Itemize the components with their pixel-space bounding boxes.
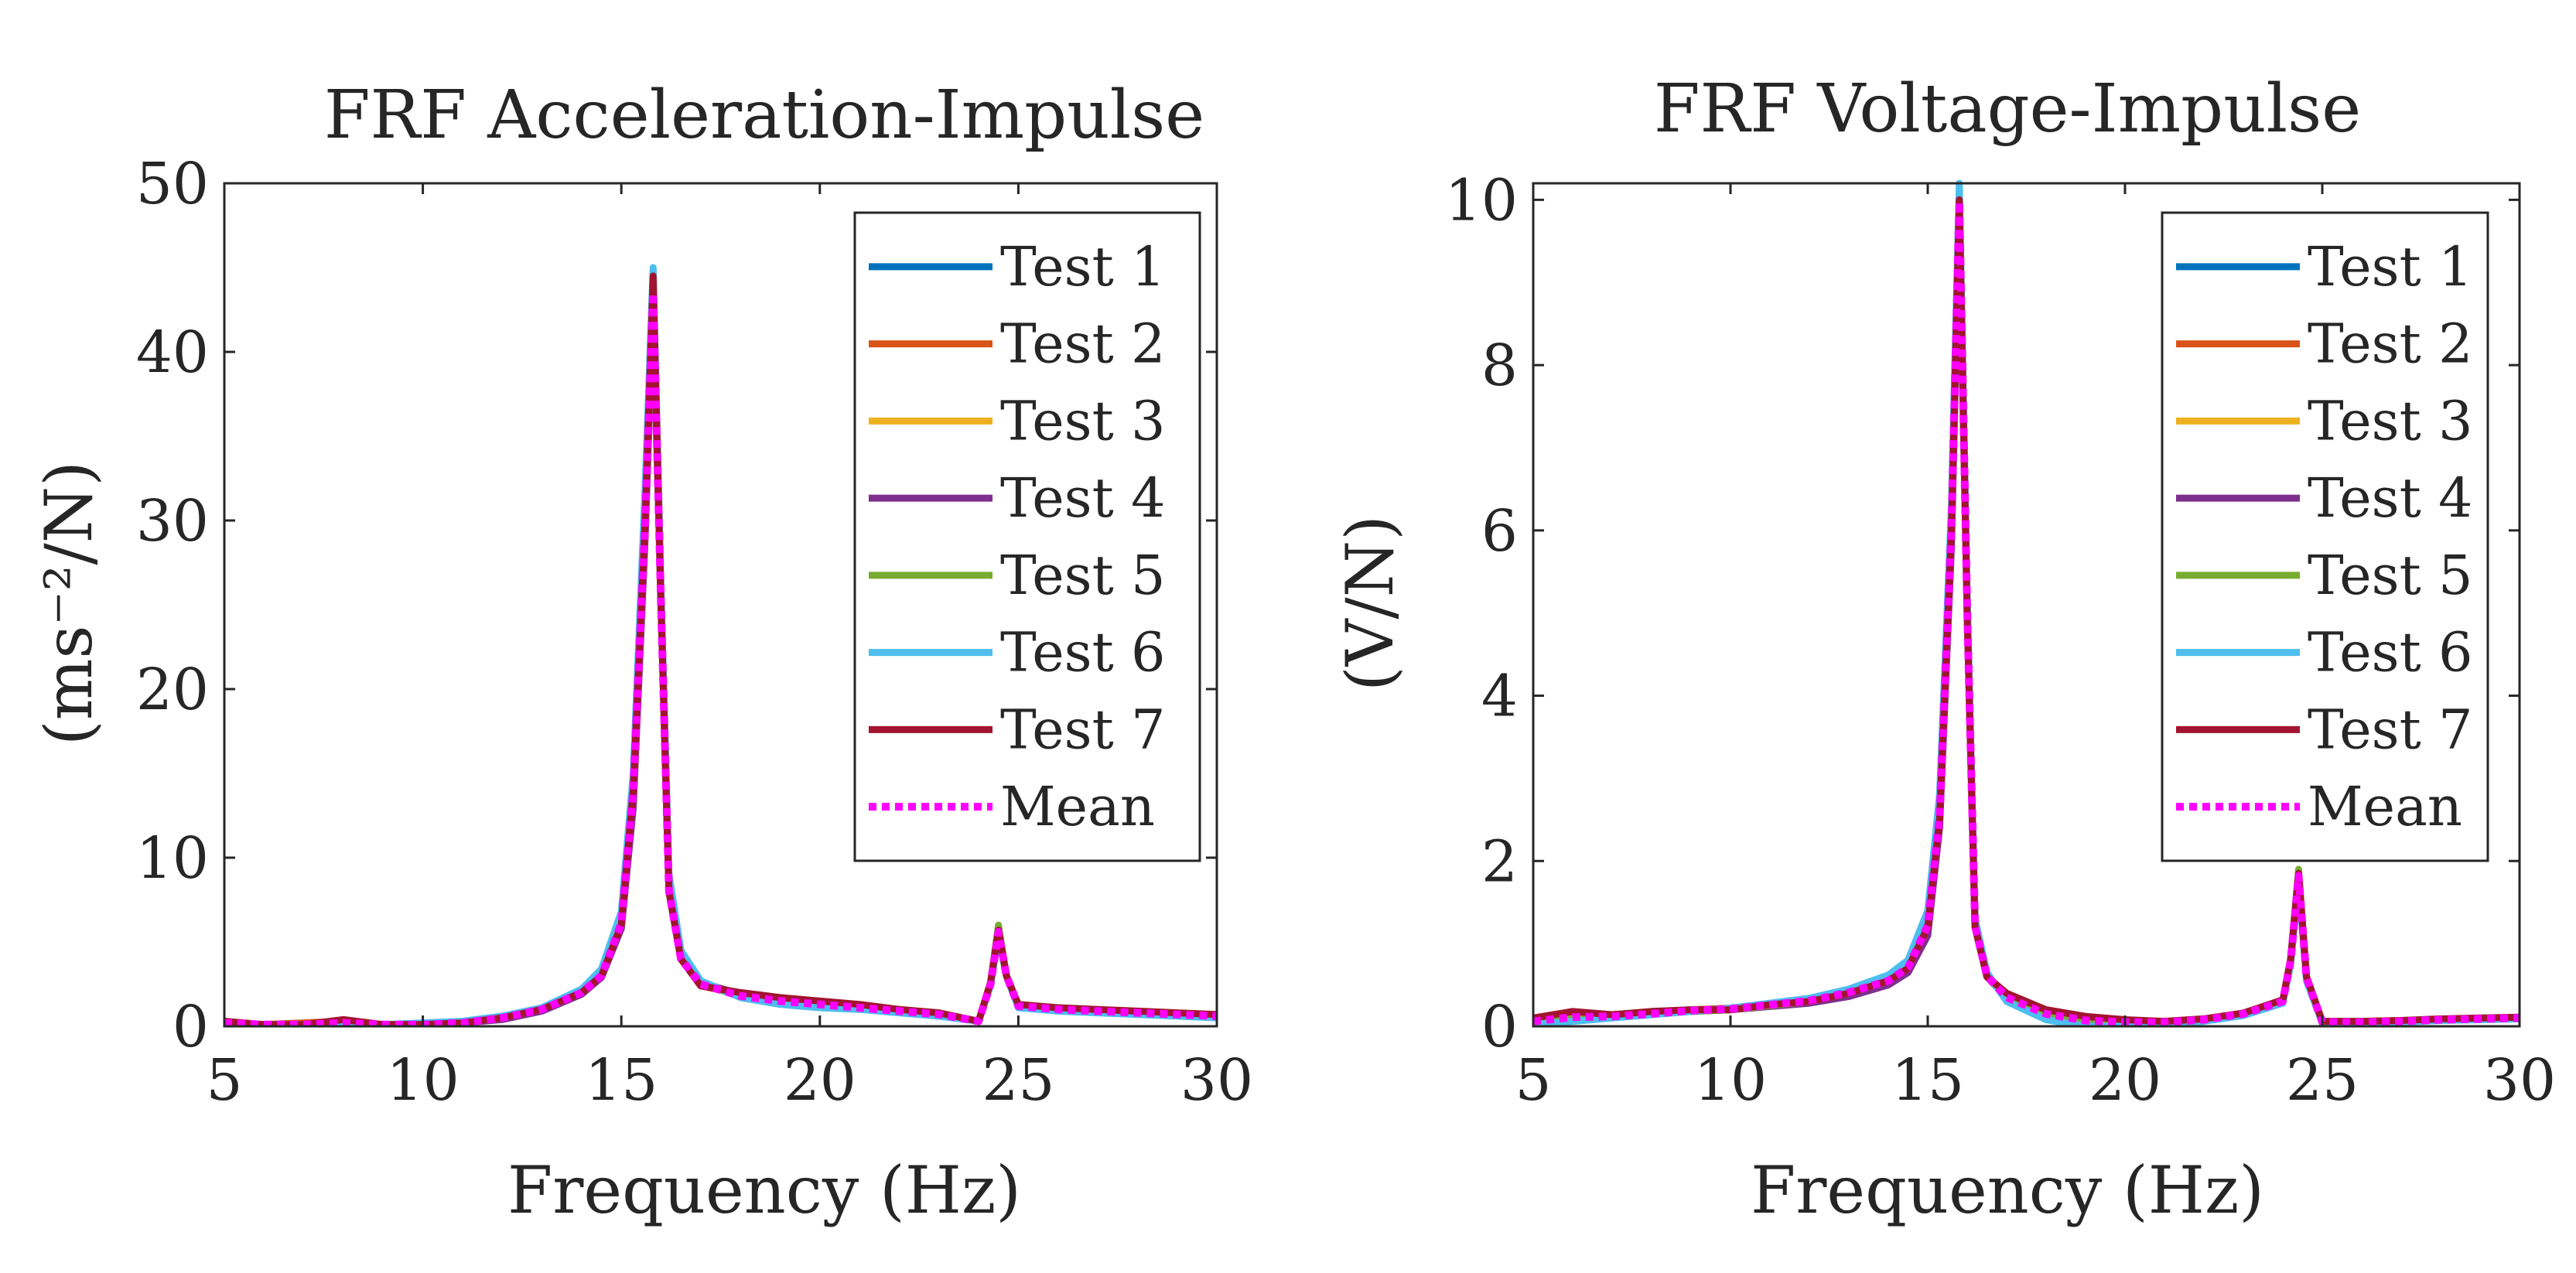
y-tick-label: 8 — [1481, 333, 1518, 399]
y-tick-label: 10 — [1445, 167, 1518, 234]
x-axis-label-text: Frequency (Hz) — [1751, 1152, 2264, 1228]
y-axis-label: (V/N) — [1332, 515, 1408, 691]
legend-label: Test 4 — [2308, 466, 2473, 530]
series-group — [1533, 179, 2520, 1026]
legend-label: Test 5 — [2308, 544, 2473, 607]
axes-box — [1532, 182, 2521, 1028]
y-tick-label: 20 — [136, 657, 209, 723]
legend-label: Test 4 — [1000, 466, 1166, 530]
x-tick-label: 10 — [1694, 1047, 1767, 1114]
x-tick-label: 25 — [2286, 1047, 2359, 1114]
legend-box — [2161, 211, 2489, 862]
x-tick-label: 15 — [1891, 1047, 1964, 1114]
legend-label: Test 7 — [1000, 698, 1166, 761]
legend-label: Test 2 — [2308, 312, 2473, 376]
y-tick-label: 0 — [1481, 994, 1518, 1060]
y-tick-label: 2 — [1481, 828, 1518, 895]
y-tick-label: 10 — [136, 825, 209, 892]
x-tick-label: 20 — [2089, 1047, 2161, 1114]
x-tick-label: 20 — [784, 1047, 856, 1114]
x-tick-label: 10 — [387, 1047, 460, 1114]
chart-title: FRF Acceleration-Impulse — [324, 77, 1204, 154]
legend-label: Test 3 — [2308, 389, 2473, 452]
y-tick-label: 40 — [136, 319, 209, 386]
series-line-mean — [1533, 197, 2520, 1026]
legend: Test 1 Test 2 Test 3 Test 4 Test 5 Test 6 Test… — [2161, 211, 2489, 862]
legend-label: Test 6 — [1000, 621, 1166, 684]
legend-label: Test 1 — [1000, 235, 1166, 299]
chart-voltage-impulse: FRF Voltage-Impulse Frequency (Hz) (V/N)… — [1332, 70, 2556, 1228]
y-tick-label: 30 — [136, 488, 209, 555]
legend-box — [853, 211, 1201, 862]
y-axis-label: (ms⁻²/N) — [31, 461, 107, 746]
x-tick-label: 5 — [206, 1047, 242, 1114]
x-axis-label: Frequency (Hz) — [1751, 1152, 2264, 1228]
y-tick-label: 4 — [1481, 664, 1518, 730]
x-tick-label: 25 — [982, 1047, 1054, 1114]
chart-acceleration-impulse: FRF Acceleration-Impulse Frequency (Hz) … — [31, 77, 1253, 1228]
x-axis-label: Frequency (Hz) — [507, 1152, 1021, 1228]
legend-label: Mean — [1000, 775, 1155, 838]
y-tick-label: 0 — [173, 994, 209, 1060]
x-tick-label: 30 — [1180, 1047, 1253, 1114]
legend-label: Mean — [2308, 775, 2462, 838]
legend-label: Test 7 — [2308, 698, 2473, 761]
legend-label: Test 6 — [2308, 621, 2473, 684]
series-line-mean — [224, 288, 1217, 1026]
x-tick-label: 5 — [1515, 1047, 1551, 1114]
chart-title: FRF Voltage-Impulse — [1654, 70, 2361, 148]
legend-label: Test 1 — [2308, 235, 2473, 299]
axes-box — [223, 182, 1218, 1028]
series-group — [224, 264, 1217, 1026]
y-tick-label: 50 — [136, 151, 209, 217]
x-axis-label-text: Frequency (Hz) — [507, 1152, 1021, 1228]
legend-label: Test 5 — [1000, 544, 1166, 607]
y-tick-label: 6 — [1481, 498, 1518, 565]
legend: Test 1 Test 2 Test 3 Test 4 Test 5 Test 6 Test… — [853, 211, 1201, 862]
legend-label: Test 3 — [1000, 389, 1166, 452]
x-tick-label: 15 — [585, 1047, 658, 1114]
x-tick-label: 30 — [2483, 1047, 2556, 1114]
legend-label: Test 2 — [1000, 312, 1166, 376]
